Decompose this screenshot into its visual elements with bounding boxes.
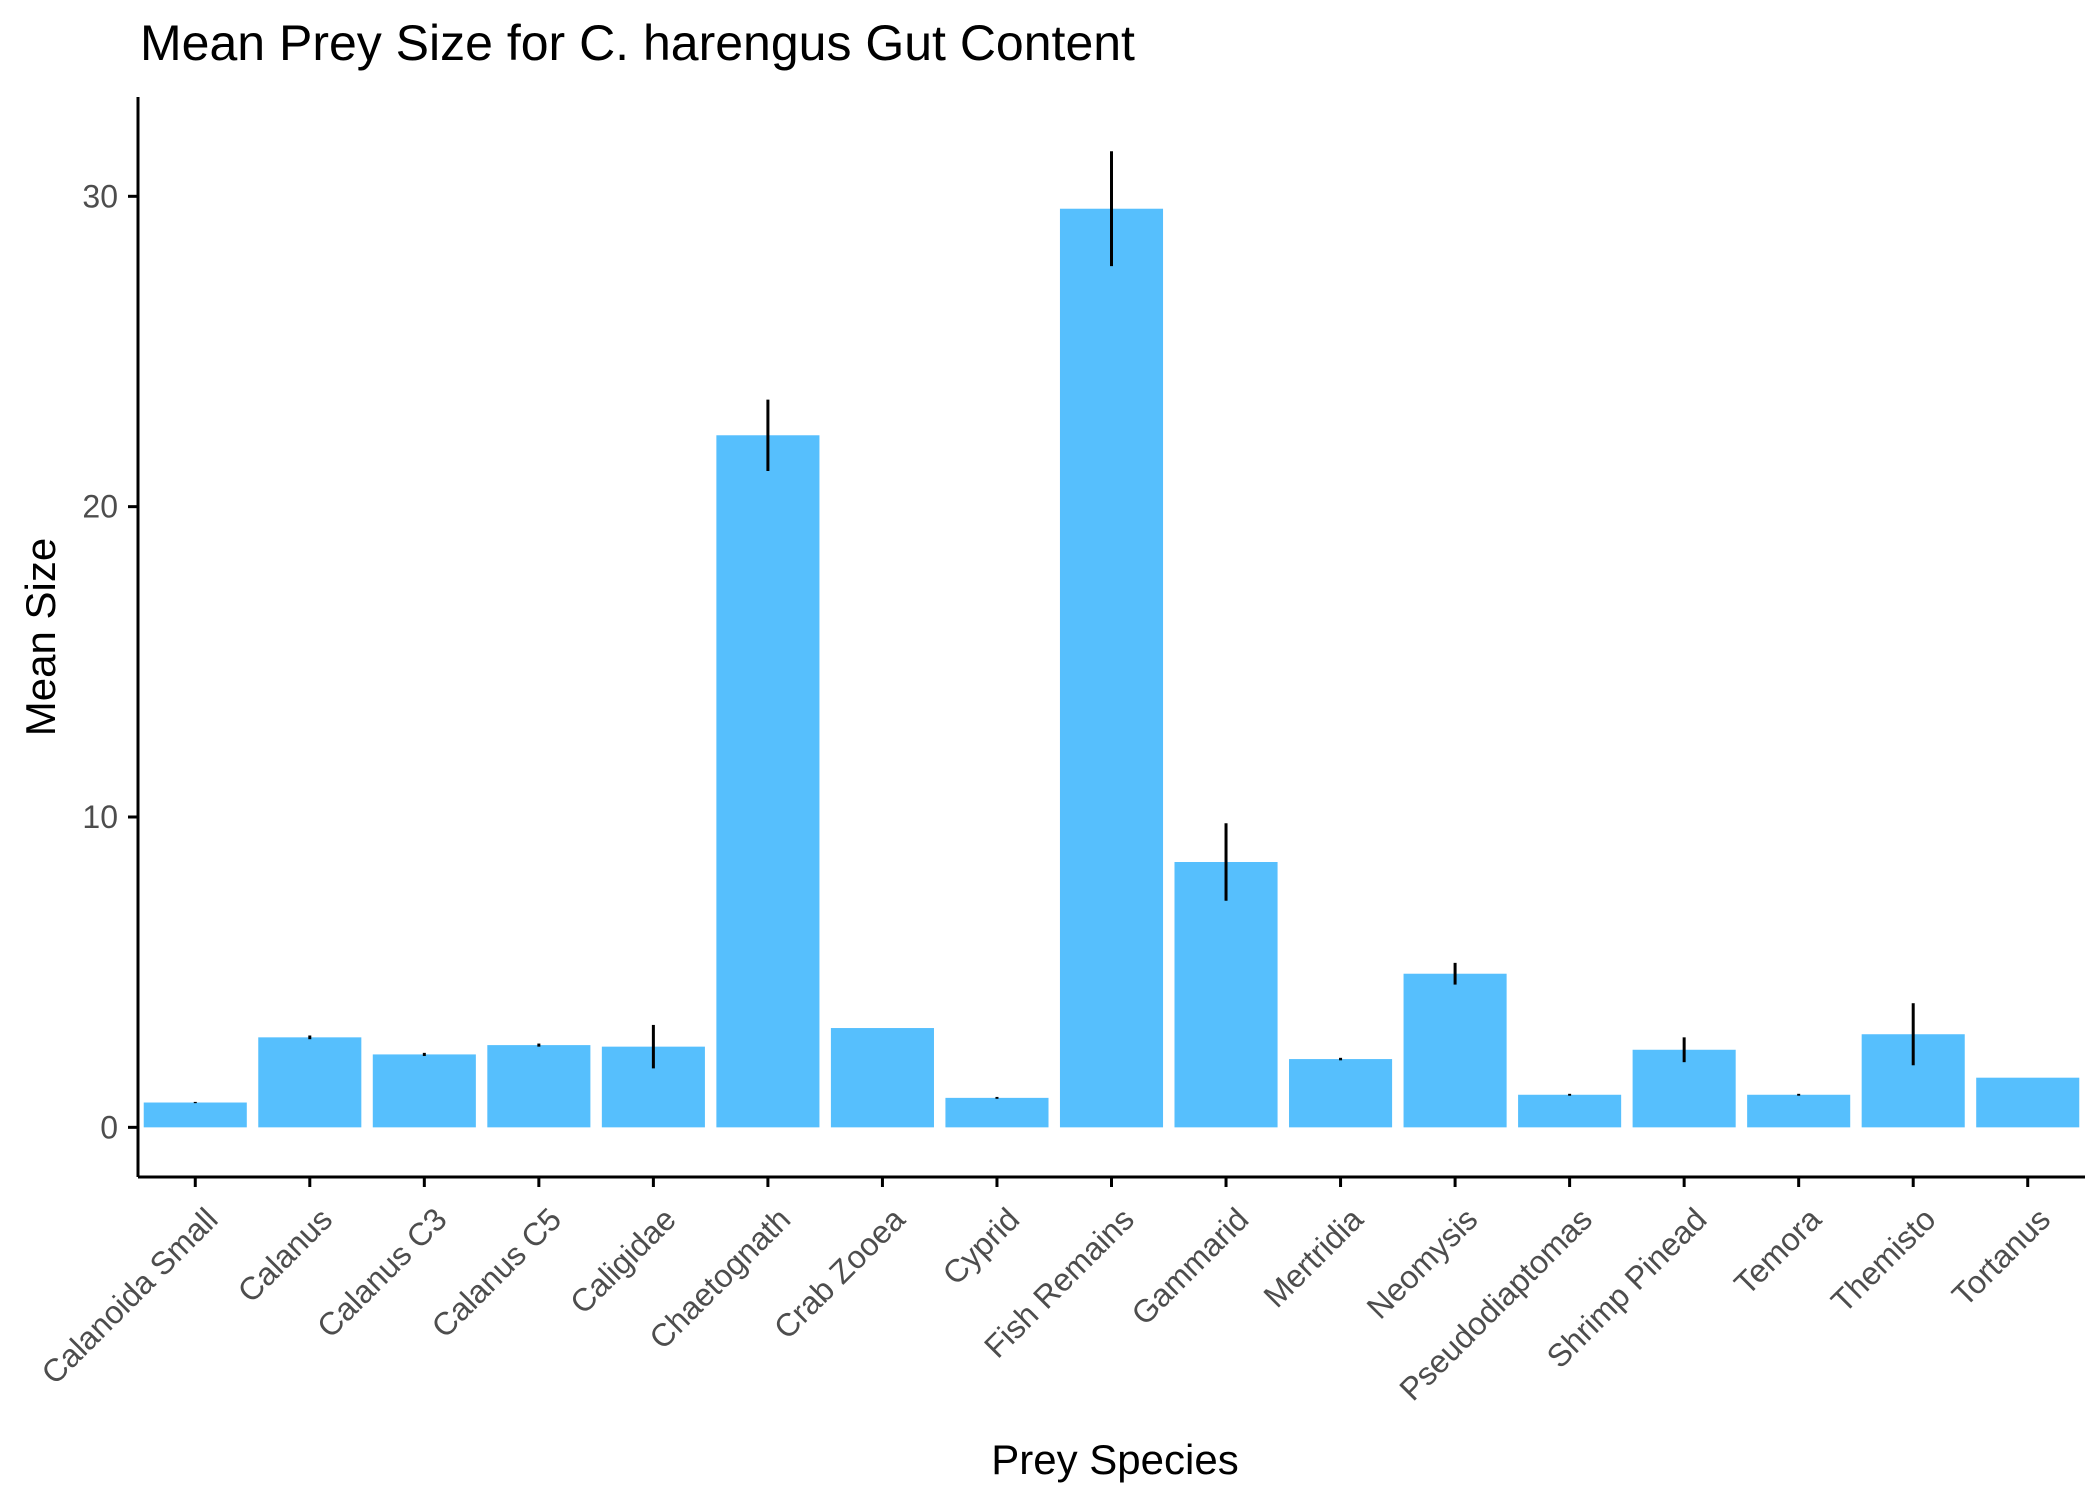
y-tick-label: 20 (82, 489, 118, 525)
x-tick-label: Temora (1727, 1201, 1828, 1302)
error-bars-layer (193, 151, 1915, 1104)
x-tick-label: Tortanus (1945, 1201, 2057, 1313)
y-axis-ticks: 0 10 20 30 (82, 178, 138, 1145)
x-tick-label: Mertridia (1256, 1201, 1370, 1315)
x-tick-label: Calanus (231, 1201, 339, 1309)
bar (1403, 973, 1507, 1128)
bar (1747, 1094, 1851, 1128)
y-axis-title: Mean Size (17, 538, 64, 736)
x-tick-label: Neomysis (1360, 1201, 1485, 1326)
chart-title: Mean Prey Size for C. harengus Gut Conte… (140, 15, 1135, 71)
bar (258, 1037, 362, 1128)
bar (372, 1054, 476, 1128)
x-tick-label: Cyprid (935, 1201, 1026, 1292)
bar (1174, 862, 1278, 1128)
y-tick-label: 0 (100, 1109, 118, 1145)
bar (487, 1045, 591, 1128)
y-tick-label: 30 (82, 178, 118, 214)
bar (1518, 1094, 1622, 1128)
bar (143, 1102, 247, 1128)
x-tick-label: Gammarid (1124, 1201, 1255, 1332)
x-tick-label: Caligidae (563, 1201, 683, 1321)
bars-layer (143, 208, 2080, 1128)
x-tick-label: Themisto (1824, 1201, 1943, 1320)
bar (830, 1028, 934, 1128)
bar (1632, 1049, 1736, 1128)
x-axis-title: Prey Species (991, 1436, 1238, 1483)
bar (716, 435, 820, 1128)
x-tick-label: Calanoida Small (34, 1201, 224, 1391)
bar (1059, 208, 1164, 1128)
bar (1976, 1077, 2080, 1128)
bar (945, 1097, 1049, 1128)
bar (1289, 1059, 1393, 1128)
x-tick-label: Pseudodiaptomas (1392, 1201, 1599, 1408)
y-tick-label: 10 (82, 799, 118, 835)
